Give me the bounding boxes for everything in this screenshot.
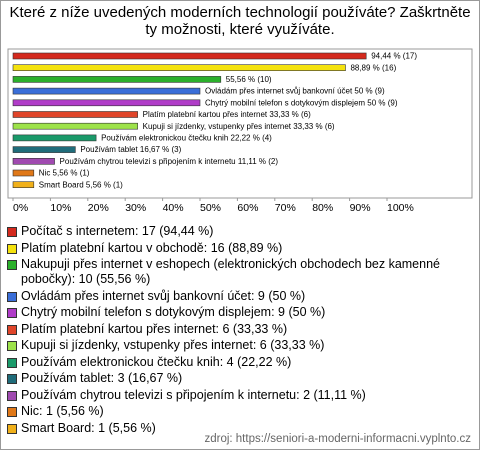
x-tick-label: 100% <box>387 202 414 214</box>
x-tick-label: 70% <box>275 202 296 214</box>
value-label: Platím platební kartou přes internet 33,… <box>143 110 311 119</box>
legend-label: Nakupuji přes internet v eshopech (elekt… <box>21 257 440 286</box>
value-label: Používám tablet 16,67 % (3) <box>80 145 181 154</box>
chart-title: Které z níže uvedených moderních technol… <box>9 4 471 38</box>
legend-swatch <box>7 341 17 351</box>
x-tick-label: 20% <box>88 202 109 214</box>
bar <box>12 158 55 165</box>
legend-item: Chytrý mobilní telefon s dotykovým displ… <box>7 305 473 320</box>
bar <box>12 64 346 72</box>
value-label: 88,89 % (16) <box>350 63 396 72</box>
value-label: Kupuji si jízdenky, vstupenky přes inter… <box>143 122 335 131</box>
legend-label: Kupuji si jízdenky, vstupenky přes inter… <box>21 338 325 352</box>
source: zdroj: https://seniori-a-moderni-informa… <box>204 433 471 445</box>
value-label: Nic 5,56 % (1) <box>39 169 90 178</box>
x-tick-label: 30% <box>125 202 146 214</box>
value-label: 55,56 % (10) <box>226 75 272 84</box>
legend-label: Ovládám přes internet svůj bankovní účet… <box>21 288 306 303</box>
x-tick-label: 80% <box>312 202 333 214</box>
legend-swatch <box>7 390 17 401</box>
x-tick-label: 40% <box>163 202 184 214</box>
legend-swatch <box>7 407 17 417</box>
legend-swatch <box>7 260 17 270</box>
bar <box>12 146 76 153</box>
legend-item: Nakupuji přes internet v eshopech (elekt… <box>7 257 473 287</box>
value-label: Chytrý mobilní telefon s dotykovým displ… <box>205 98 398 107</box>
legend-item: Používám elektronickou čtečku knih: 4 (2… <box>7 355 473 370</box>
legend-swatch <box>7 227 17 237</box>
legend-item: Používám chytrou televizi s připojením k… <box>7 388 473 403</box>
legend-item: Používám tablet: 3 (16,67 %) <box>7 371 473 386</box>
bar <box>12 134 97 142</box>
bar <box>12 122 138 130</box>
bar <box>12 52 367 60</box>
legend-swatch <box>7 308 17 318</box>
legend-item: Platím platební kartou v obchodě: 16 (88… <box>7 241 473 256</box>
legend-label: Používám elektronickou čtečku knih: 4 (2… <box>21 354 292 369</box>
value-label: Ovládám přes internet svůj bankovní účet… <box>205 87 385 96</box>
legend-label: Používám chytrou televizi s připojením k… <box>21 387 366 402</box>
x-tick-label: 10% <box>50 202 71 214</box>
legend-item: Smart Board: 1 (5,56 %) <box>7 421 473 436</box>
legend-label: Chytrý mobilní telefon s dotykovým displ… <box>21 305 326 319</box>
x-tick-label: 0% <box>13 202 28 214</box>
legend: Počítač s internetem: 17 (94,44 %) Platím… <box>7 224 473 437</box>
bar <box>12 99 201 107</box>
bar <box>12 76 222 83</box>
x-tick-label: 60% <box>237 202 258 214</box>
legend-item: Ovládám přes internet svůj bankovní účet… <box>7 289 473 304</box>
legend-swatch <box>7 357 17 368</box>
value-label: Používám chytrou televizi s připojením k… <box>60 157 279 166</box>
legend-item: Kupuji si jízdenky, vstupenky přes inter… <box>7 338 473 353</box>
bar <box>12 87 201 95</box>
legend-item: Platím platební kartou přes internet: 6 … <box>7 322 473 337</box>
value-label: Používám elektronickou čtečku knih 22,22… <box>101 134 272 143</box>
legend-swatch <box>7 243 17 254</box>
x-tick-label: 50% <box>200 202 221 214</box>
bar <box>12 111 138 118</box>
legend-swatch <box>7 324 17 335</box>
legend-label: Platím platební kartou přes internet: 6 … <box>21 321 288 336</box>
plot-frame <box>7 48 473 199</box>
legend-label: Platím platební kartou v obchodě: 16 (88… <box>21 240 283 255</box>
value-label: Smart Board 5,56 % (1) <box>39 180 123 189</box>
legend-item: Nic: 1 (5,56 %) <box>7 404 473 419</box>
legend-swatch <box>7 423 17 434</box>
legend-swatch <box>7 374 17 384</box>
value-label: 94,44 % (17) <box>371 52 417 61</box>
legend-label: Nic: 1 (5,56 %) <box>21 404 104 418</box>
bar <box>12 169 35 177</box>
legend-label: Smart Board: 1 (5,56 %) <box>21 420 156 435</box>
legend-item: Počítač s internetem: 17 (94,44 %) <box>7 224 473 239</box>
chart: 0% 10% 20% 30% 40% 50% 60% 70% 80% 90% 100% 94,44 %… <box>7 48 473 214</box>
bar <box>12 181 35 188</box>
legend-label: Používám tablet: 3 (16,67 %) <box>21 371 183 385</box>
x-tick-label: 90% <box>350 202 371 214</box>
legend-label: Počítač s internetem: 17 (94,44 %) <box>21 224 214 238</box>
legend-swatch <box>7 291 17 302</box>
